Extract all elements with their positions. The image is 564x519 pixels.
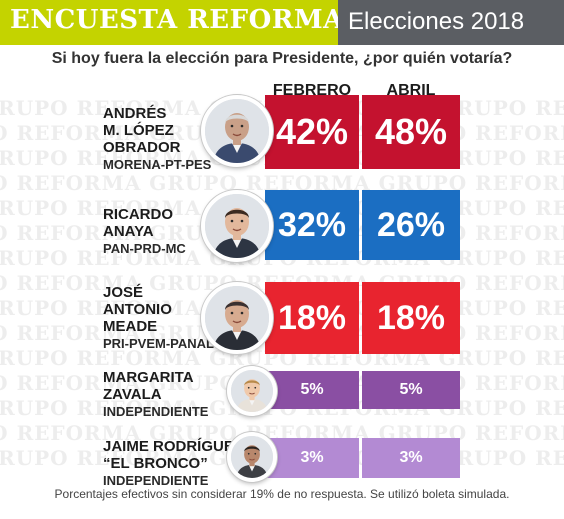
candidate-photo — [201, 190, 273, 262]
value-cell-febrero: 18% — [265, 282, 359, 354]
candidate-name-line: MEADE — [103, 318, 158, 335]
candidate-name-line: MARGARITA — [103, 369, 194, 386]
header-title-box: ENCUESTA REFORMA — [0, 0, 343, 45]
footnote: Porcentajes efectivos sin considerar 19%… — [54, 487, 510, 501]
candidate-name: JOSÉ ANTONIO MEADE PRI-PVEM-PANAL — [103, 284, 214, 352]
value-cell-abril: 26% — [362, 190, 460, 260]
value-cell-abril: 48% — [362, 95, 460, 169]
candidate-party: PRI-PVEM-PANAL — [103, 336, 214, 351]
candidate-name-line: M. LÓPEZ — [103, 122, 174, 139]
header-banner: ENCUESTA REFORMA Elecciones 2018 — [0, 0, 564, 45]
candidate-name: ANDRÉS M. LÓPEZ OBRADOR MORENA-PT-PES — [103, 105, 211, 173]
value-cell-abril: 5% — [362, 371, 460, 409]
chart-title: Si hoy fuera la elección para Presidente… — [51, 50, 513, 67]
candidate-photo — [201, 95, 273, 167]
value-cell-febrero: 42% — [265, 95, 359, 169]
candidate-party: PAN-PRD-MC — [103, 241, 186, 256]
candidate-party: MORENA-PT-PES — [103, 157, 212, 172]
candidate-party: INDEPENDIENTE — [103, 473, 209, 488]
candidate-photo — [227, 432, 277, 482]
candidate-name-line: ANAYA — [103, 223, 154, 240]
header-title: ENCUESTA REFORMA — [10, 5, 344, 35]
candidate-name-line: OBRADOR — [103, 139, 181, 156]
candidate-name-line: ZAVALA — [103, 386, 162, 403]
candidate-name: MARGARITA ZAVALA INDEPENDIENTE — [103, 369, 208, 420]
value-cell-febrero: 32% — [265, 190, 359, 260]
candidate-photo — [227, 366, 277, 416]
candidate-name: JAIME RODRÍGUEZ “EL BRONCO” INDEPENDIENTE — [103, 438, 243, 489]
candidate-name-line: RICARDO — [103, 206, 173, 223]
header-subtitle: Elecciones 2018 — [348, 8, 525, 35]
value-cell-febrero: 3% — [265, 438, 359, 478]
candidate-name-line: “EL BRONCO” — [103, 455, 208, 472]
candidate-photo — [201, 282, 273, 354]
candidate-name: RICARDO ANAYA PAN-PRD-MC — [103, 206, 186, 257]
value-cell-abril: 18% — [362, 282, 460, 354]
value-cell-febrero: 5% — [265, 371, 359, 409]
header-subtitle-box: Elecciones 2018 — [338, 0, 564, 45]
value-cell-abril: 3% — [362, 438, 460, 478]
candidate-party: INDEPENDIENTE — [103, 404, 209, 419]
column-header-abril: ABRIL — [386, 82, 436, 99]
candidate-name-line: JAIME RODRÍGUEZ — [103, 438, 244, 455]
candidate-name-line: ANDRÉS — [103, 105, 167, 122]
column-header-febrero: FEBRERO — [272, 82, 352, 99]
candidate-name-line: ANTONIO — [103, 301, 172, 318]
candidate-name-line: JOSÉ — [103, 284, 144, 301]
